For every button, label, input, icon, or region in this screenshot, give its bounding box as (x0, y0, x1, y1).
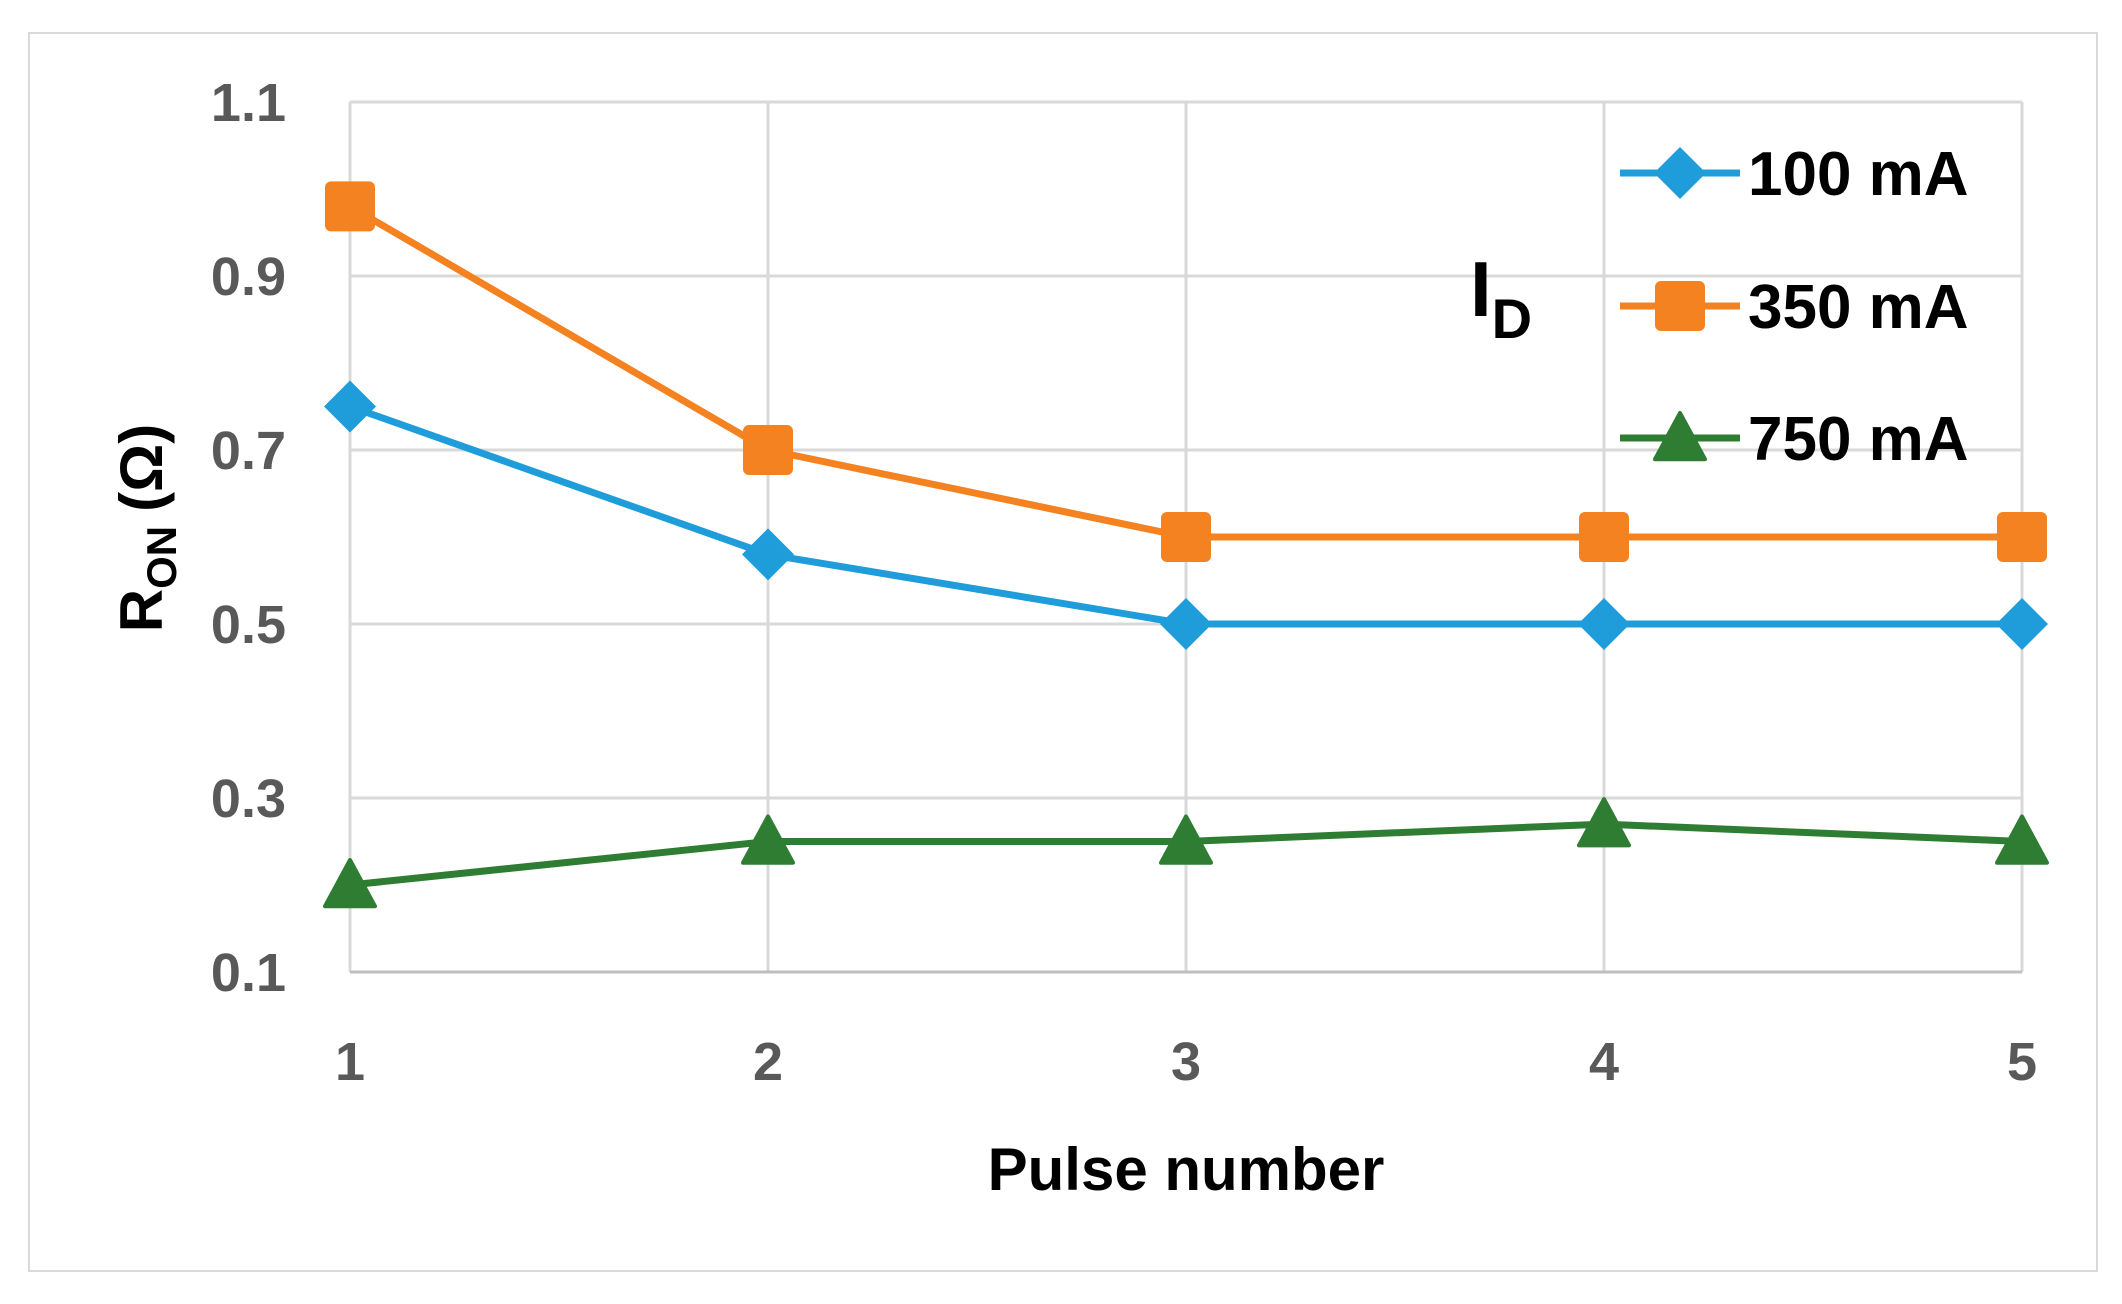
x-tick-label-3: 4 (1589, 1032, 1619, 1092)
y-axis-title: RON (Ω) (108, 424, 185, 632)
series-2 (323, 797, 2049, 909)
legend-label-1: 350 mA (1748, 273, 1969, 342)
y-tick-labels: 0.1 0.3 0.5 0.7 0.9 1.1 (211, 73, 286, 1003)
data-point-0-0 (324, 380, 376, 433)
series-0 (324, 380, 2048, 650)
y-tick-label-4: 0.9 (211, 247, 286, 307)
data-point-2-4 (1995, 814, 2049, 865)
data-point-1-4 (1997, 512, 2047, 562)
legend-label-0: 100 mA (1748, 140, 1969, 209)
legend: 100 mA 350 mA 750 mA (1620, 140, 1969, 474)
x-tick-labels: 1 2 3 4 5 (335, 1032, 2037, 1092)
data-point-2-3 (1577, 797, 1631, 848)
legend-marker-0 (1654, 147, 1706, 199)
legend-title: ID (1470, 245, 1532, 350)
data-point-0-1 (742, 528, 794, 581)
y-tick-label-0: 0.1 (211, 943, 286, 1003)
legend-marker-1 (1655, 281, 1705, 331)
x-tick-label-2: 3 (1171, 1032, 1201, 1092)
x-tick-label-1: 2 (753, 1032, 783, 1092)
y-axis-title-unit: (Ω) (108, 424, 175, 512)
y-axis-title-sub: ON (138, 526, 185, 589)
y-tick-label-1: 0.3 (211, 769, 286, 829)
data-point-0-2 (1160, 598, 1212, 650)
x-tick-label-4: 5 (2007, 1032, 2037, 1092)
data-point-2-2 (1159, 814, 1213, 865)
legend-title-main: I (1470, 245, 1492, 333)
series-1 (325, 181, 2047, 562)
legend-label-2: 750 mA (1748, 405, 1969, 474)
series-group (323, 181, 2049, 909)
x-tick-label-0: 1 (335, 1032, 365, 1092)
data-point-2-1 (741, 814, 795, 865)
data-point-0-4 (1996, 598, 2048, 650)
y-axis-title-main: R (108, 589, 175, 632)
chart-frame (28, 32, 2098, 1272)
y-tick-label-5: 1.1 (211, 73, 286, 133)
data-point-0-3 (1578, 598, 1630, 650)
y-tick-label-2: 0.5 (211, 595, 286, 655)
data-point-1-0 (325, 181, 375, 232)
data-point-2-0 (323, 858, 377, 909)
legend-marker-2 (1653, 411, 1707, 462)
legend-title-sub: D (1492, 287, 1532, 350)
y-tick-label-3: 0.7 (211, 421, 286, 481)
data-point-1-3 (1579, 512, 1629, 562)
data-point-1-1 (743, 425, 793, 475)
x-axis-title: Pulse number (988, 1136, 1385, 1203)
data-point-1-2 (1161, 512, 1211, 562)
